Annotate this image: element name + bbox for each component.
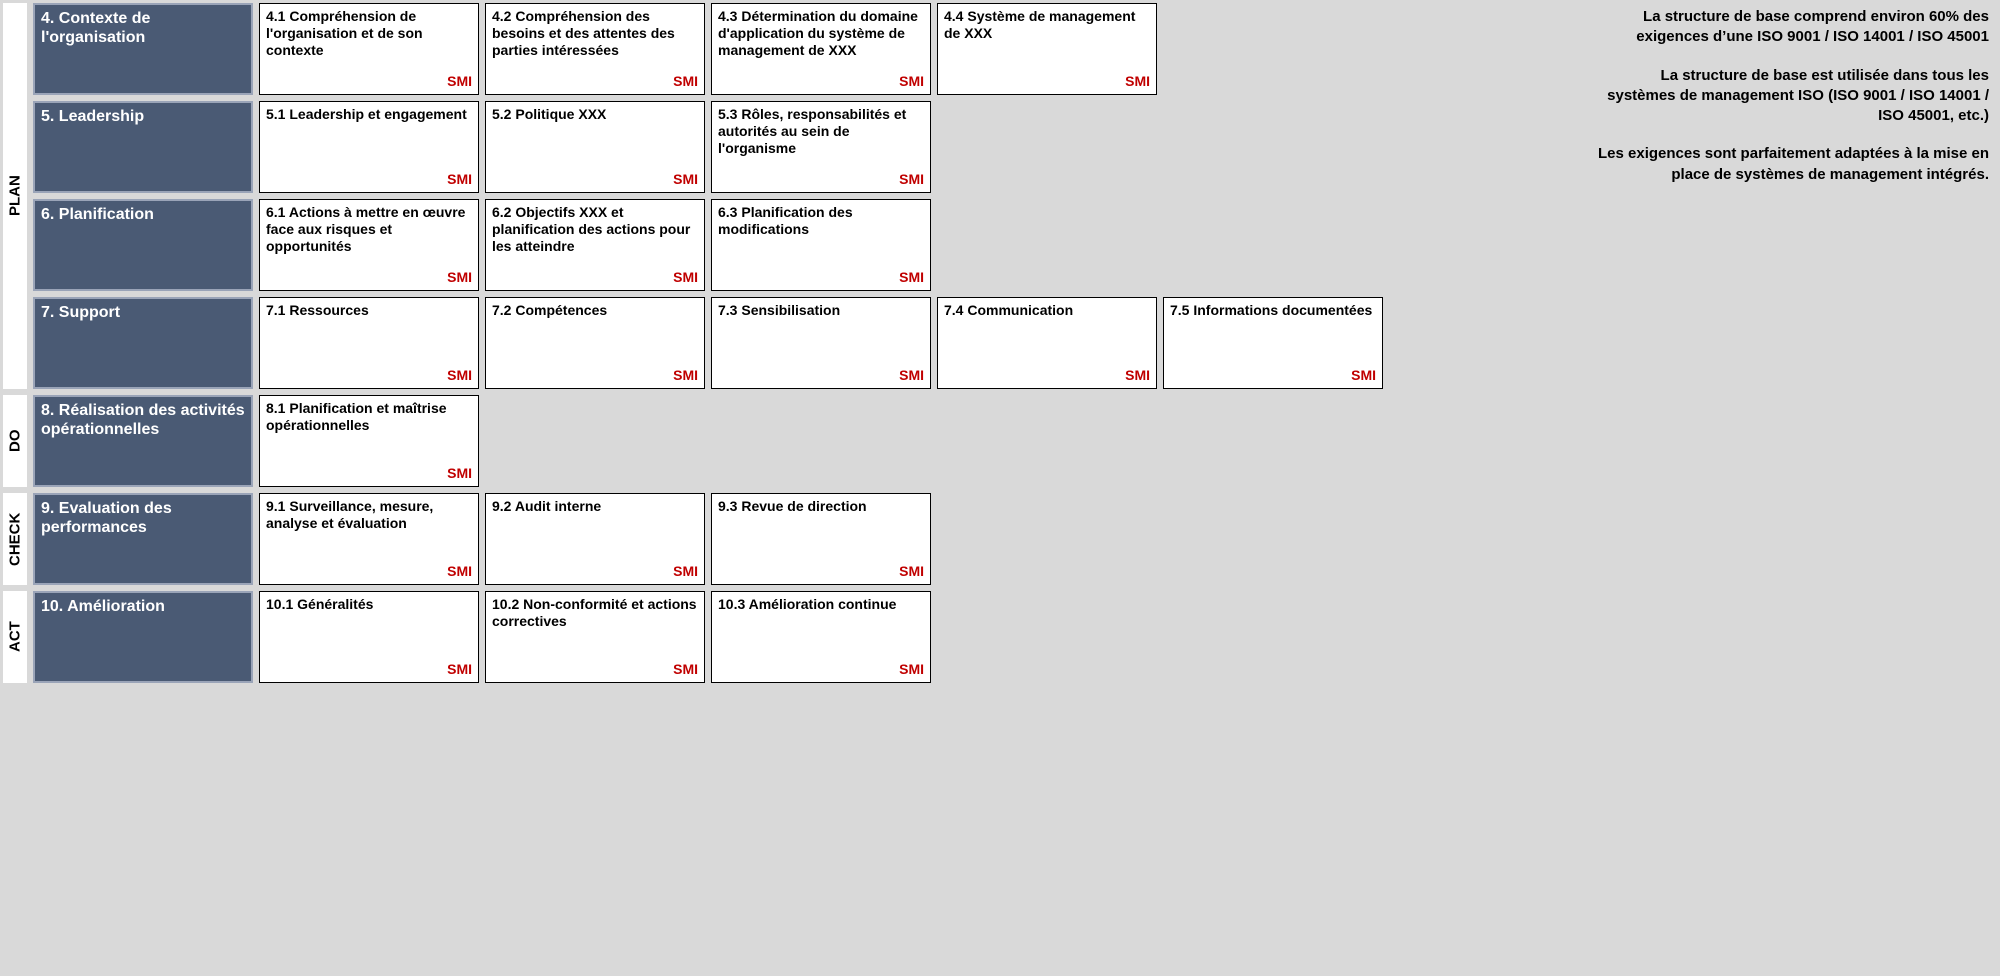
sub-clause-title: 10.3 Amélioration continue: [718, 596, 924, 613]
smi-tag: SMI: [447, 171, 472, 188]
clause-header-label: 9. Evaluation des performances: [41, 499, 245, 537]
clause-header-label: 6. Planification: [41, 205, 245, 224]
sub-clause-cell: 9.2 Audit interne SMI: [485, 493, 705, 585]
sub-clause-title: 9.3 Revue de direction: [718, 498, 924, 515]
sub-clause-cell: 5.1 Leadership et engagement SMI: [259, 101, 479, 193]
smi-tag: SMI: [673, 661, 698, 678]
grid-row: 9. Evaluation des performances 9.1 Survei…: [33, 493, 1997, 585]
sub-clause-title: 5.2 Politique XXX: [492, 106, 698, 123]
sub-clause-title: 7.4 Communication: [944, 302, 1150, 319]
sub-clause-cell: 4.2 Compréhension des besoins et des att…: [485, 3, 705, 95]
sub-clause-cell: 7.3 Sensibilisation SMI: [711, 297, 931, 389]
sub-clause-title: 9.1 Surveillance, mesure, analyse et éva…: [266, 498, 472, 532]
side-notes: La structure de base comprend environ 60…: [1577, 3, 1997, 207]
sub-clause-title: 6.3 Planification des modifications: [718, 204, 924, 238]
sub-clause-cell: 6.3 Planification des modifications SMI: [711, 199, 931, 291]
sub-clause-title: 5.3 Rôles, responsabilités et autorités …: [718, 106, 924, 156]
clause-header: 5. Leadership: [33, 101, 253, 193]
sub-clause-cell: 5.2 Politique XXX SMI: [485, 101, 705, 193]
sub-clause-cell: 9.3 Revue de direction SMI: [711, 493, 931, 585]
sub-clause-cell: 4.3 Détermination du domaine d'applicati…: [711, 3, 931, 95]
clause-header-label: 8. Réalisation des activités opérationne…: [41, 401, 245, 439]
smi-tag: SMI: [447, 563, 472, 580]
clause-header: 10. Amélioration: [33, 591, 253, 683]
clause-header: 8. Réalisation des activités opérationne…: [33, 395, 253, 487]
sub-clause-title: 8.1 Planification et maîtrise opérationn…: [266, 400, 472, 434]
sub-clause-title: 5.1 Leadership et engagement: [266, 106, 472, 123]
phase-label-act: ACT: [3, 591, 27, 683]
sub-clause-title: 4.2 Compréhension des besoins et des att…: [492, 8, 698, 58]
sub-clause-cell: 9.1 Surveillance, mesure, analyse et éva…: [259, 493, 479, 585]
sub-clause-cell: 4.4 Système de management de XXX SMI: [937, 3, 1157, 95]
sub-clause-title: 10.1 Généralités: [266, 596, 472, 613]
clause-header-label: 5. Leadership: [41, 107, 245, 126]
smi-tag: SMI: [899, 73, 924, 90]
sub-clause-cell: 6.2 Objectifs XXX et planification des a…: [485, 199, 705, 291]
grid-row: 10. Amélioration 10.1 Généralités SMI 10.2 …: [33, 591, 1997, 683]
sub-clause-title: 6.1 Actions à mettre en œuvre face aux r…: [266, 204, 472, 254]
sub-clause-title: 7.1 Ressources: [266, 302, 472, 319]
clause-header-label: 10. Amélioration: [41, 597, 245, 616]
smi-tag: SMI: [899, 661, 924, 678]
sub-clause-title: 7.3 Sensibilisation: [718, 302, 924, 319]
smi-tag: SMI: [899, 171, 924, 188]
clause-header: 7. Support: [33, 297, 253, 389]
sub-clause-cell: 10.3 Amélioration continue SMI: [711, 591, 931, 683]
smi-tag: SMI: [899, 269, 924, 286]
sub-clause-cell: 6.1 Actions à mettre en œuvre face aux r…: [259, 199, 479, 291]
sub-clause-title: 6.2 Objectifs XXX et planification des a…: [492, 204, 698, 254]
grid-row: 8. Réalisation des activités opérationne…: [33, 395, 1997, 487]
smi-tag: SMI: [673, 171, 698, 188]
note-paragraph: Les exigences sont parfaitement adaptées…: [1593, 144, 1989, 185]
phase-label-plan: PLAN: [3, 3, 27, 389]
sub-clause-title: 4.4 Système de management de XXX: [944, 8, 1150, 42]
sub-clause-cell: 4.1 Compréhension de l'organisation et d…: [259, 3, 479, 95]
smi-tag: SMI: [673, 367, 698, 384]
sub-clause-cell: 7.5 Informations documentées SMI: [1163, 297, 1383, 389]
note-paragraph: La structure de base est utilisée dans t…: [1593, 66, 1989, 127]
smi-tag: SMI: [673, 563, 698, 580]
sub-clause-title: 7.5 Informations documentées: [1170, 302, 1376, 319]
diagram-container: PLAN DO CHECK ACT 4. Contexte de l'organisa…: [3, 3, 1997, 683]
smi-tag: SMI: [1125, 367, 1150, 384]
sub-clause-title: 7.2 Compétences: [492, 302, 698, 319]
sub-clause-cell: 7.4 Communication SMI: [937, 297, 1157, 389]
sub-clause-cell: 10.1 Généralités SMI: [259, 591, 479, 683]
grid-row: 6. Planification 6.1 Actions à mettre en …: [33, 199, 1997, 291]
sub-clause-cell: 7.2 Compétences SMI: [485, 297, 705, 389]
sub-clause-cell: 7.1 Ressources SMI: [259, 297, 479, 389]
sub-clause-title: 4.3 Détermination du domaine d'applicati…: [718, 8, 924, 58]
sub-clause-title: 9.2 Audit interne: [492, 498, 698, 515]
sub-clause-title: 10.2 Non-conformité et actions correctiv…: [492, 596, 698, 630]
smi-tag: SMI: [899, 563, 924, 580]
clause-header: 4. Contexte de l'organisation: [33, 3, 253, 95]
sub-clause-title: 4.1 Compréhension de l'organisation et d…: [266, 8, 472, 58]
smi-tag: SMI: [899, 367, 924, 384]
phase-label-check: CHECK: [3, 493, 27, 585]
sub-clause-cell: 5.3 Rôles, responsabilités et autorités …: [711, 101, 931, 193]
clause-header: 9. Evaluation des performances: [33, 493, 253, 585]
smi-tag: SMI: [447, 661, 472, 678]
clause-header-label: 7. Support: [41, 303, 245, 322]
grid-row: 7. Support7.1 RessourcesSMI7.2 Compétenc…: [33, 297, 1997, 389]
smi-tag: SMI: [673, 73, 698, 90]
clause-header-label: 4. Contexte de l'organisation: [41, 9, 245, 47]
note-paragraph: La structure de base comprend environ 60…: [1593, 7, 1989, 48]
clause-header: 6. Planification: [33, 199, 253, 291]
phase-column: PLAN DO CHECK ACT: [3, 3, 27, 683]
smi-tag: SMI: [447, 73, 472, 90]
smi-tag: SMI: [1351, 367, 1376, 384]
smi-tag: SMI: [1125, 73, 1150, 90]
smi-tag: SMI: [447, 367, 472, 384]
phase-label-do: DO: [3, 395, 27, 487]
smi-tag: SMI: [447, 269, 472, 286]
sub-clause-cell: 8.1 Planification et maîtrise opérationn…: [259, 395, 479, 487]
sub-clause-cell: 10.2 Non-conformité et actions correctiv…: [485, 591, 705, 683]
smi-tag: SMI: [447, 465, 472, 482]
smi-tag: SMI: [673, 269, 698, 286]
